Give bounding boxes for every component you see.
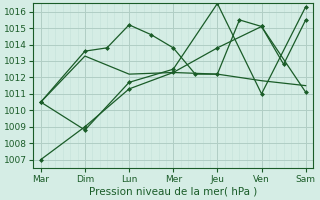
X-axis label: Pression niveau de la mer( hPa ): Pression niveau de la mer( hPa ): [89, 187, 257, 197]
